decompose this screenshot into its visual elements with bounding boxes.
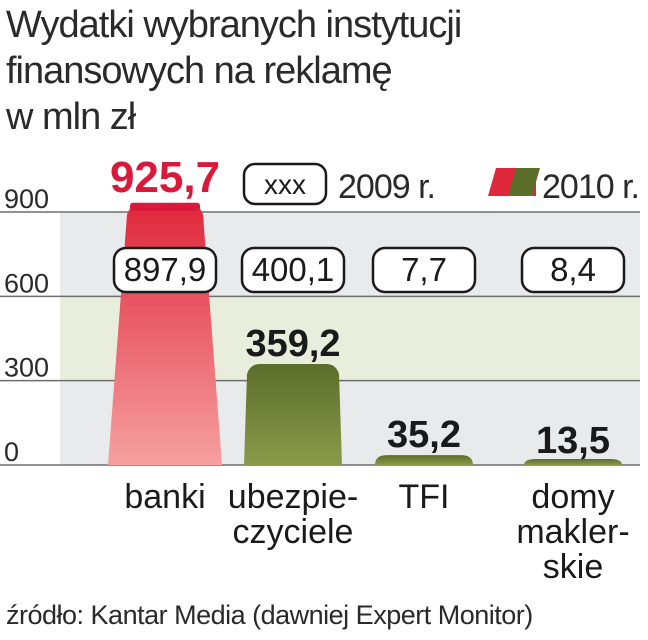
- legend-label-2010: 2010 r.: [542, 168, 639, 206]
- value-label-2010: 359,2: [245, 323, 340, 365]
- value-label-2009: 7,7: [401, 251, 447, 288]
- category-label: domy: [531, 478, 614, 516]
- category-label: skie: [543, 548, 603, 586]
- bar-2010: [244, 364, 342, 465]
- y-tick-label: 600: [4, 268, 49, 298]
- bar-chart: 0 300 600 900 925,7 359,2 35,2 13,5 897,9 400,1…: [0, 153, 640, 586]
- category-label: TFI: [399, 478, 450, 516]
- bar-cap: [130, 202, 200, 211]
- title-line-2: finansowych na reklamę: [6, 50, 393, 92]
- value-box-2009: [520, 246, 626, 294]
- y-tick-label: 900: [4, 184, 49, 214]
- source-note: źródło: Kantar Media (dawniej Expert Mon…: [6, 600, 533, 630]
- value-label-2009: 897,9: [124, 251, 207, 288]
- value-box-2009: [371, 246, 477, 294]
- value-box-2009: [112, 246, 218, 294]
- category-label: czyciele: [233, 513, 354, 551]
- value-label-2009: 400,1: [252, 251, 335, 288]
- legend-placeholder: xxx: [264, 169, 306, 200]
- category-label: ubezpie-: [228, 478, 358, 516]
- y-tick-label: 300: [4, 353, 49, 383]
- value-label-2010: 35,2: [387, 414, 461, 456]
- title-line-1: Wydatki wybranych instytucji: [6, 4, 462, 46]
- value-label-2009: 8,4: [550, 251, 596, 288]
- bar-2010: [375, 455, 473, 465]
- value-label-2010: 13,5: [536, 420, 610, 462]
- category-label: makler-: [516, 513, 629, 551]
- legend-swatch-2010-green: [508, 168, 540, 196]
- bar-2010: [524, 459, 622, 465]
- value-label-2010: 925,7: [110, 153, 220, 202]
- value-box-2009: [240, 246, 346, 294]
- legend-label-2009: 2009 r.: [338, 168, 435, 206]
- y-tick-label: 0: [4, 437, 19, 467]
- chart-title: Wydatki wybranych instytucji finansowych…: [6, 2, 462, 140]
- legend-swatch-2009: [242, 162, 328, 206]
- bar-2010: [108, 204, 222, 465]
- category-label: banki: [124, 478, 205, 516]
- title-line-3: w mln zł: [6, 96, 136, 138]
